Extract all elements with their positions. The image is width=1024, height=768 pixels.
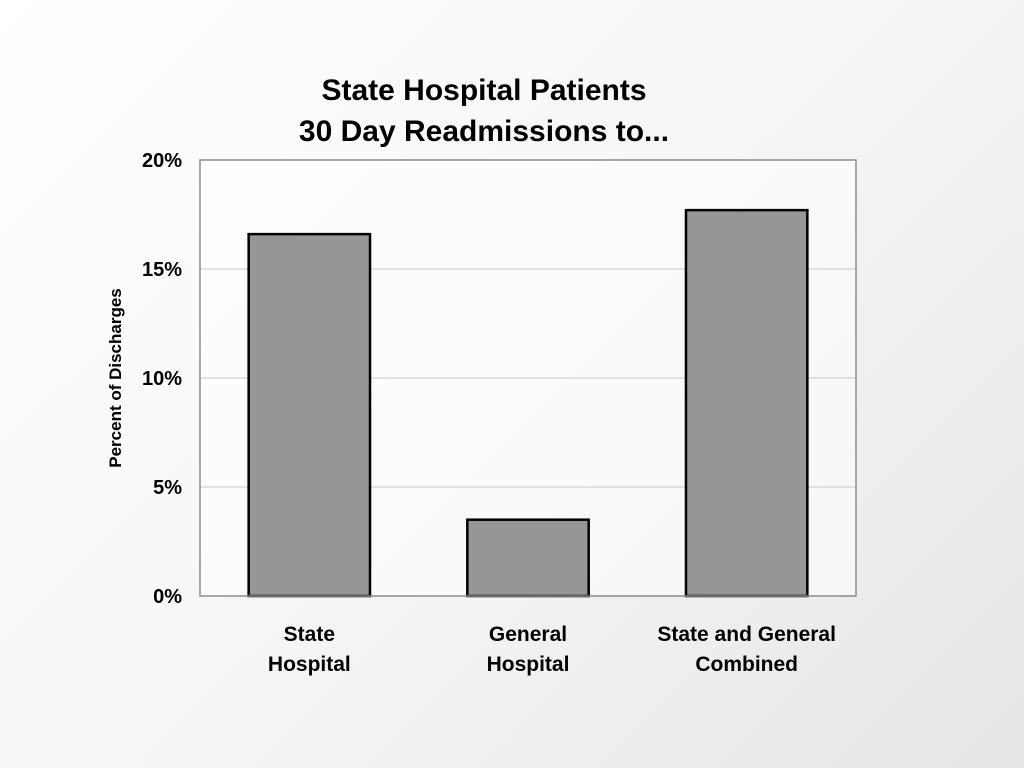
x-category-label: Hospital	[268, 653, 351, 676]
bar	[466, 518, 590, 598]
x-category-label: General	[489, 623, 567, 646]
y-tick-label: 15%	[142, 259, 182, 281]
chart-title-line-2: 30 Day Readmissions to...	[299, 115, 669, 148]
x-category-labels: State Hospital General Hospital State and Ge…	[268, 623, 836, 676]
x-category-label: Hospital	[487, 653, 570, 676]
plot-border	[199, 159, 857, 597]
y-tick-label: 20%	[142, 150, 182, 172]
bars	[247, 208, 809, 598]
y-tick-label: 10%	[142, 368, 182, 390]
x-category-label: State	[284, 623, 335, 646]
y-axis-label: Percent of Discharges	[106, 288, 125, 468]
x-category-label: State and General	[657, 623, 836, 646]
y-tick-labels: 0% 5% 10% 15% 20%	[142, 150, 182, 608]
chart-title-line-1: State Hospital Patients	[321, 74, 646, 107]
y-tick-label: 5%	[153, 477, 182, 499]
bar	[684, 208, 809, 598]
x-category-label: Combined	[695, 653, 798, 676]
bar	[247, 232, 372, 598]
y-tick-label: 0%	[153, 586, 182, 608]
